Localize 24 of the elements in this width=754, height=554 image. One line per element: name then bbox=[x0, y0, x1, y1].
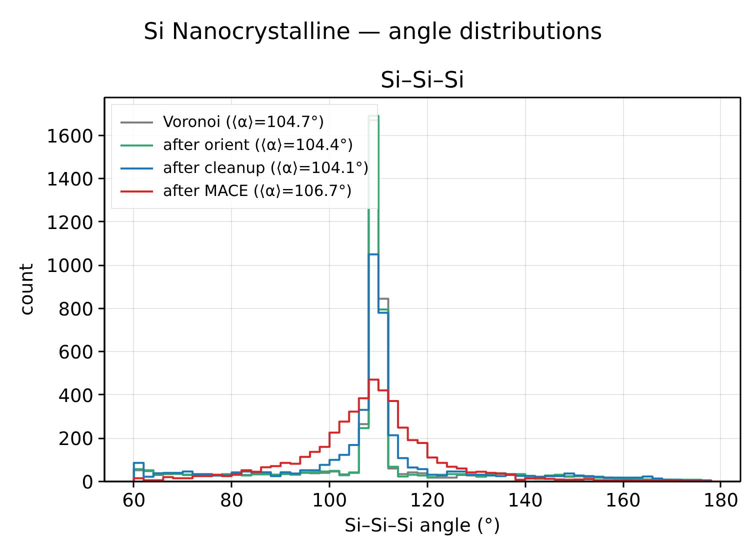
y-tick-label: 0 bbox=[82, 472, 94, 494]
y-tick-label: 1000 bbox=[46, 256, 94, 278]
legend-label: after orient (⟨α⟩=104.4°) bbox=[163, 136, 354, 154]
x-tick-label: 180 bbox=[703, 490, 739, 512]
y-tick-label: 200 bbox=[58, 429, 94, 450]
x-tick-label: 60 bbox=[122, 490, 146, 512]
x-tick-label: 120 bbox=[410, 490, 446, 512]
legend-label: after MACE (⟨α⟩=106.7°) bbox=[163, 182, 352, 200]
y-tick-label: 1200 bbox=[46, 212, 94, 234]
chart-title: Si Nanocrystalline — angle distributions bbox=[144, 19, 602, 45]
y-tick-label: 1400 bbox=[46, 170, 94, 191]
y-axis-title: count bbox=[16, 263, 38, 316]
legend-label: Voronoi (⟨α⟩=104.7°) bbox=[163, 113, 324, 131]
y-tick-label: 1600 bbox=[46, 126, 94, 148]
y-tick-label: 400 bbox=[58, 386, 94, 407]
legend-label: after cleanup (⟨α⟩=104.1°) bbox=[163, 159, 369, 177]
x-tick-label: 140 bbox=[508, 490, 543, 512]
y-tick-label: 800 bbox=[58, 299, 94, 320]
x-tick-label: 100 bbox=[312, 490, 348, 512]
chart-subtitle: Si–Si–Si bbox=[380, 68, 465, 94]
y-tick-label: 600 bbox=[58, 342, 94, 364]
x-tick-label: 160 bbox=[605, 490, 641, 512]
x-tick-label: 80 bbox=[220, 490, 244, 512]
x-axis-title: Si–Si–Si angle (°) bbox=[344, 516, 500, 536]
